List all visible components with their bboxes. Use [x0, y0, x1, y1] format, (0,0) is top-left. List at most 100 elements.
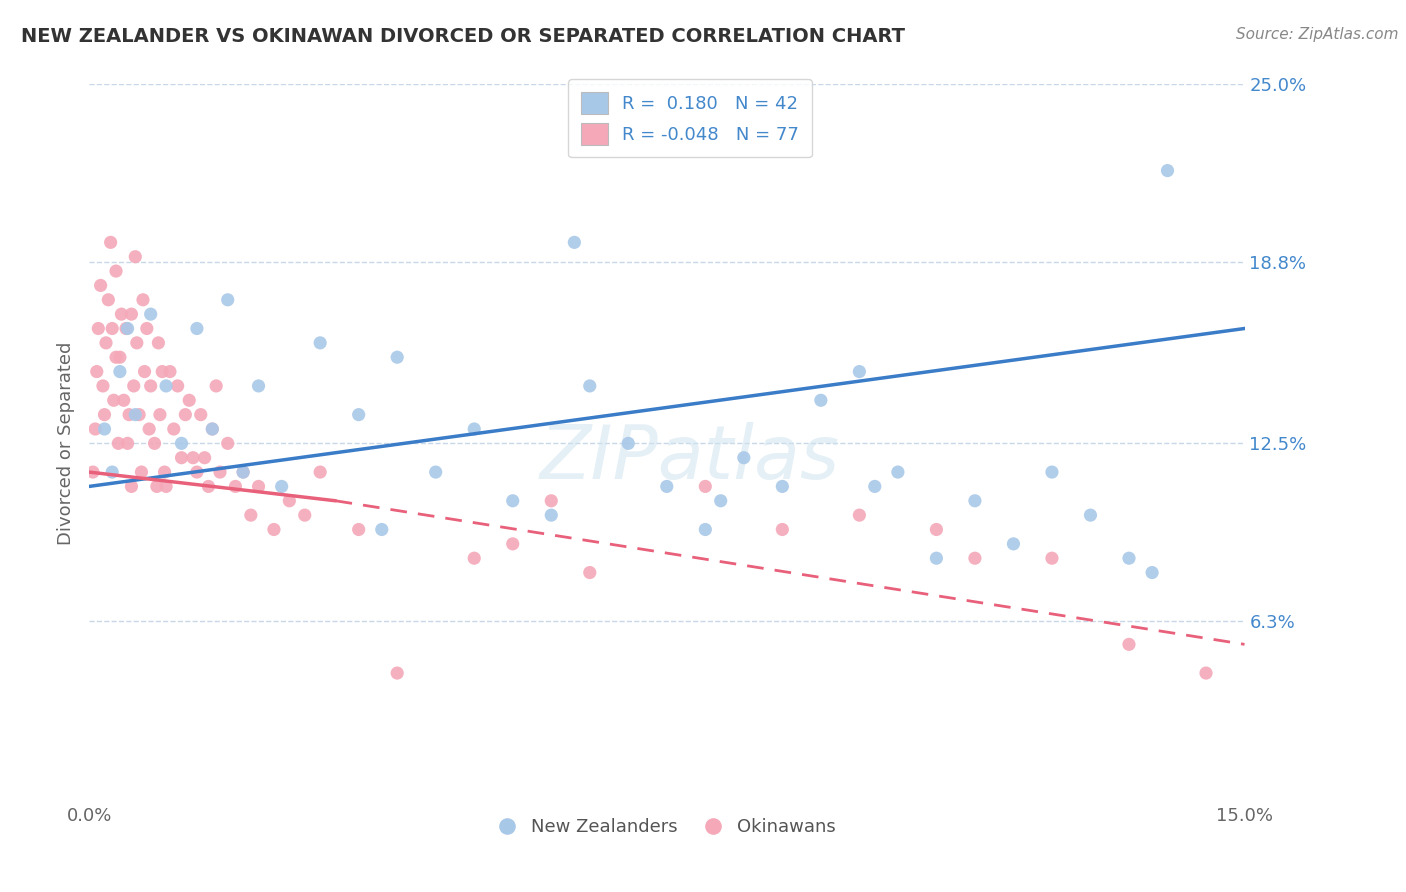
- Point: [848, 508, 870, 523]
- Point: [117, 321, 139, 335]
- Point: [540, 508, 562, 523]
- Point: [84, 422, 107, 436]
- Point: [1118, 637, 1140, 651]
- Text: ZIPatlas: ZIPatlas: [540, 422, 839, 493]
- Point: [263, 523, 285, 537]
- Point: [887, 465, 910, 479]
- Point: [1040, 465, 1063, 479]
- Point: [139, 307, 162, 321]
- Point: [105, 264, 128, 278]
- Point: [94, 335, 117, 350]
- Point: [124, 250, 146, 264]
- Point: [139, 379, 162, 393]
- Point: [502, 493, 524, 508]
- Point: [247, 479, 270, 493]
- Point: [1140, 566, 1163, 580]
- Point: [108, 365, 131, 379]
- Point: [112, 393, 135, 408]
- Point: [179, 393, 201, 408]
- Point: [122, 379, 145, 393]
- Point: [82, 465, 104, 479]
- Point: [135, 321, 157, 335]
- Point: [174, 408, 197, 422]
- Point: [371, 523, 394, 537]
- Point: [385, 350, 408, 364]
- Point: [655, 479, 678, 493]
- Point: [232, 465, 254, 479]
- Legend: New Zealanders, Okinawans: New Zealanders, Okinawans: [491, 811, 842, 844]
- Point: [564, 235, 586, 250]
- Point: [86, 365, 108, 379]
- Text: Source: ZipAtlas.com: Source: ZipAtlas.com: [1236, 27, 1399, 42]
- Point: [170, 436, 193, 450]
- Point: [205, 379, 228, 393]
- Point: [159, 365, 181, 379]
- Point: [186, 465, 208, 479]
- Point: [150, 365, 173, 379]
- Point: [101, 465, 124, 479]
- Point: [190, 408, 212, 422]
- Point: [125, 335, 148, 350]
- Point: [101, 321, 124, 335]
- Point: [120, 307, 142, 321]
- Point: [128, 408, 150, 422]
- Point: [166, 379, 188, 393]
- Point: [224, 479, 246, 493]
- Point: [463, 551, 485, 566]
- Point: [733, 450, 755, 465]
- Point: [149, 408, 172, 422]
- Point: [148, 335, 170, 350]
- Point: [90, 278, 112, 293]
- Point: [110, 307, 132, 321]
- Point: [108, 350, 131, 364]
- Y-axis label: Divorced or Separated: Divorced or Separated: [58, 342, 75, 545]
- Point: [105, 350, 128, 364]
- Point: [131, 465, 153, 479]
- Point: [155, 479, 177, 493]
- Point: [155, 379, 177, 393]
- Point: [963, 551, 986, 566]
- Point: [925, 551, 948, 566]
- Point: [278, 493, 301, 508]
- Point: [848, 365, 870, 379]
- Point: [347, 408, 370, 422]
- Point: [347, 523, 370, 537]
- Point: [695, 523, 717, 537]
- Point: [170, 450, 193, 465]
- Point: [163, 422, 186, 436]
- Point: [100, 235, 122, 250]
- Point: [578, 566, 600, 580]
- Point: [502, 537, 524, 551]
- Point: [309, 335, 332, 350]
- Point: [143, 436, 166, 450]
- Point: [87, 321, 110, 335]
- Point: [1002, 537, 1025, 551]
- Point: [217, 293, 239, 307]
- Point: [194, 450, 217, 465]
- Point: [540, 493, 562, 508]
- Point: [425, 465, 447, 479]
- Point: [294, 508, 316, 523]
- Point: [97, 293, 120, 307]
- Point: [247, 379, 270, 393]
- Point: [93, 408, 115, 422]
- Point: [124, 408, 146, 422]
- Point: [810, 393, 832, 408]
- Point: [617, 436, 640, 450]
- Point: [146, 479, 169, 493]
- Point: [138, 422, 160, 436]
- Point: [91, 379, 114, 393]
- Point: [217, 436, 239, 450]
- Point: [1040, 551, 1063, 566]
- Point: [1118, 551, 1140, 566]
- Point: [578, 379, 600, 393]
- Point: [710, 493, 733, 508]
- Point: [863, 479, 886, 493]
- Point: [201, 422, 224, 436]
- Point: [118, 408, 141, 422]
- Point: [232, 465, 254, 479]
- Point: [208, 465, 231, 479]
- Point: [181, 450, 204, 465]
- Point: [463, 422, 485, 436]
- Point: [107, 436, 129, 450]
